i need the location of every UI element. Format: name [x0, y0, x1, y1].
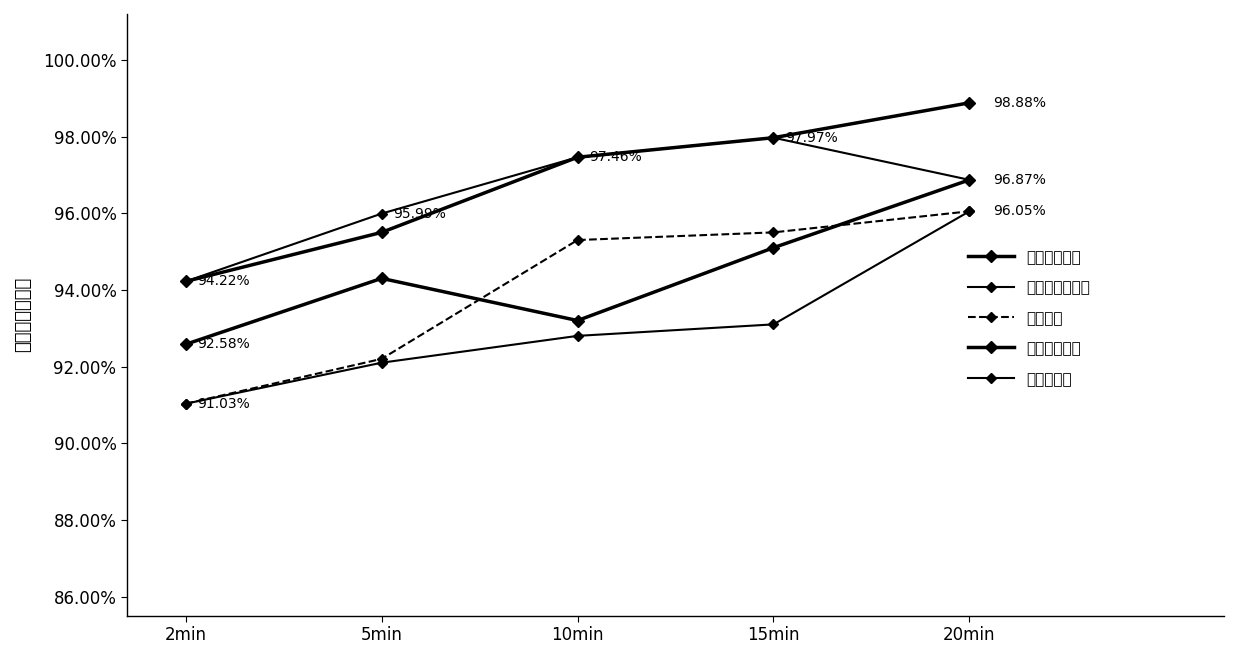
- Line: 绿脓杆菌: 绿脓杆菌: [182, 208, 973, 407]
- 溶血性链球菌: [962, 176, 977, 184]
- 绿脓杆菌: [178, 400, 193, 408]
- Text: 94.22%: 94.22%: [197, 274, 250, 288]
- Text: 92.58%: 92.58%: [197, 338, 250, 351]
- 金黄色葡萄球菌: [374, 210, 389, 218]
- 痤疮丙酸杆菌: [178, 278, 193, 286]
- Text: 91.03%: 91.03%: [197, 397, 250, 411]
- 溶血性链球菌: [374, 274, 389, 282]
- 绿脓杆菌: [571, 236, 586, 244]
- Y-axis label: 平均杀菌杀灭率: 平均杀菌杀灭率: [14, 277, 32, 353]
- 金黄色葡萄球菌: [962, 176, 977, 184]
- 白色念珠菌: [962, 207, 977, 215]
- 金黄色葡萄球菌: [571, 153, 586, 161]
- Legend: 痤疮丙酸杆菌, 金黄色葡萄球菌, 绿脓杆菌, 溶血性链球菌, 白色念珠菌: 痤疮丙酸杆菌, 金黄色葡萄球菌, 绿脓杆菌, 溶血性链球菌, 白色念珠菌: [968, 250, 1091, 387]
- Line: 溶血性链球菌: 溶血性链球菌: [182, 176, 973, 349]
- 溶血性链球菌: [571, 316, 586, 324]
- 绿脓杆菌: [374, 355, 389, 363]
- Text: 98.88%: 98.88%: [993, 96, 1046, 110]
- Line: 痤疮丙酸杆菌: 痤疮丙酸杆菌: [182, 99, 973, 286]
- 白色念珠菌: [571, 332, 586, 340]
- Line: 白色念珠菌: 白色念珠菌: [182, 208, 973, 407]
- 白色念珠菌: [374, 359, 389, 367]
- 白色念珠菌: [766, 320, 781, 328]
- 溶血性链球菌: [178, 340, 193, 348]
- 金黄色葡萄球菌: [178, 278, 193, 286]
- Text: 95.99%: 95.99%: [394, 207, 446, 220]
- Text: 96.87%: 96.87%: [993, 173, 1046, 187]
- 溶血性链球菌: [766, 243, 781, 251]
- Line: 金黄色葡萄球菌: 金黄色葡萄球菌: [182, 134, 973, 285]
- Text: 96.05%: 96.05%: [993, 204, 1046, 218]
- 痤疮丙酸杆菌: [962, 99, 977, 107]
- Text: 97.97%: 97.97%: [785, 131, 838, 145]
- 金黄色葡萄球菌: [766, 134, 781, 141]
- 痤疮丙酸杆菌: [571, 153, 586, 161]
- 绿脓杆菌: [962, 207, 977, 215]
- 痤疮丙酸杆菌: [374, 228, 389, 236]
- 痤疮丙酸杆菌: [766, 134, 781, 141]
- 绿脓杆菌: [766, 228, 781, 236]
- 白色念珠菌: [178, 400, 193, 408]
- Text: 97.46%: 97.46%: [589, 150, 643, 164]
